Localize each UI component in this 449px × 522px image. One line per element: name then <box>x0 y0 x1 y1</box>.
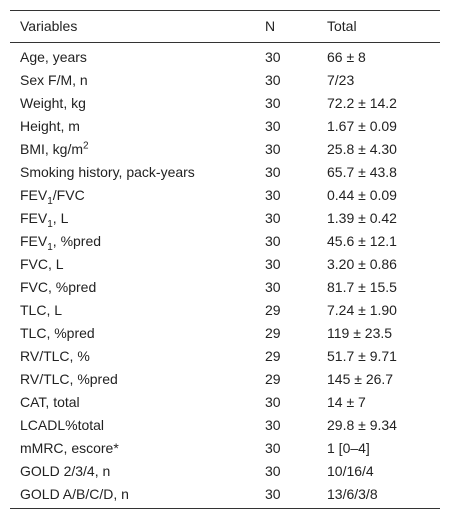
row-label: CAT, total <box>20 391 80 414</box>
subscript: 1 <box>47 195 53 207</box>
row-label: FEV1, L <box>20 207 68 230</box>
top-rule <box>10 10 440 11</box>
label-text: BMI, kg/m <box>20 141 84 157</box>
n-cell: 30 <box>265 486 281 502</box>
label-text: /FVC <box>52 187 85 203</box>
label-text: TLC, L <box>20 302 63 318</box>
bottom-rule <box>10 508 440 509</box>
label-text: FEV <box>20 233 48 249</box>
total-cell: 13/6/3/8 <box>327 486 378 502</box>
n-cell: 29 <box>265 348 281 364</box>
total-cell: 81.7 ± 15.5 <box>327 279 397 295</box>
n-cell: 30 <box>265 210 281 226</box>
row-label: FEV1, %pred <box>20 230 101 253</box>
label-text: CAT, total <box>20 394 80 410</box>
n-cell: 30 <box>265 141 281 157</box>
row-label: FVC, L <box>20 253 64 276</box>
label-text: TLC, %pred <box>20 325 95 341</box>
total-cell: 29.8 ± 9.34 <box>327 417 397 433</box>
header-rule <box>10 42 440 43</box>
n-cell: 30 <box>265 164 281 180</box>
row-label: RV/TLC, %pred <box>20 368 118 391</box>
label-text: Sex F/M, n <box>20 72 88 88</box>
n-cell: 30 <box>265 394 281 410</box>
n-cell: 30 <box>265 187 281 203</box>
row-label: FEV1/FVC <box>20 184 85 207</box>
label-text: GOLD A/B/C/D, n <box>20 486 129 502</box>
n-cell: 30 <box>265 118 281 134</box>
row-label: RV/TLC, % <box>20 345 90 368</box>
n-cell: 29 <box>265 371 281 387</box>
row-label: Sex F/M, n <box>20 69 88 92</box>
label-text: Weight, kg <box>20 95 86 111</box>
row-label: Weight, kg <box>20 92 86 115</box>
total-cell: 1 [0–4] <box>327 440 370 456</box>
label-text: Age, years <box>20 49 87 65</box>
n-cell: 29 <box>265 325 281 341</box>
row-label: LCADL%total <box>20 414 104 437</box>
n-cell: 30 <box>265 95 281 111</box>
subscript: 1 <box>47 241 53 253</box>
n-cell: 30 <box>265 463 281 479</box>
total-cell: 14 ± 7 <box>327 394 366 410</box>
n-cell: 30 <box>265 417 281 433</box>
n-cell: 30 <box>265 256 281 272</box>
header-cell: Total <box>327 18 357 34</box>
label-text: FVC, %pred <box>20 279 97 295</box>
row-label: mMRC, escore* <box>20 437 119 460</box>
header-cell: N <box>265 18 276 34</box>
total-cell: 0.44 ± 0.09 <box>327 187 397 203</box>
total-cell: 66 ± 8 <box>327 49 366 65</box>
total-cell: 45.6 ± 12.1 <box>327 233 397 249</box>
total-cell: 10/16/4 <box>327 463 374 479</box>
label-text: mMRC, escore* <box>20 440 119 456</box>
row-label: Height, m <box>20 115 80 138</box>
row-label: Age, years <box>20 46 87 69</box>
total-cell: 1.67 ± 0.09 <box>327 118 397 134</box>
label-text: , L <box>52 210 69 226</box>
total-cell: 145 ± 26.7 <box>327 371 394 387</box>
n-cell: 30 <box>265 233 281 249</box>
total-cell: 65.7 ± 43.8 <box>327 164 397 180</box>
n-cell: 30 <box>265 49 281 65</box>
row-label: Smoking history, pack-years <box>20 161 195 184</box>
label-text: FVC, L <box>20 256 64 272</box>
label-text: RV/TLC, % <box>20 348 90 364</box>
total-cell: 119 ± 23.5 <box>327 325 393 341</box>
row-label: GOLD A/B/C/D, n <box>20 483 129 506</box>
label-text: Smoking history, pack-years <box>20 164 195 180</box>
header-cell: Variables <box>20 18 78 34</box>
n-cell: 30 <box>265 279 281 295</box>
total-cell: 3.20 ± 0.86 <box>327 256 397 272</box>
n-cell: 30 <box>265 72 281 88</box>
total-cell: 72.2 ± 14.2 <box>327 95 397 111</box>
total-cell: 25.8 ± 4.30 <box>327 141 397 157</box>
label-text: GOLD 2/3/4, n <box>20 463 111 479</box>
row-label: TLC, L <box>20 299 62 322</box>
superscript: 2 <box>83 140 89 152</box>
n-cell: 29 <box>265 302 281 318</box>
total-cell: 1.39 ± 0.42 <box>327 210 397 226</box>
total-cell: 7.24 ± 1.90 <box>327 302 397 318</box>
label-text: LCADL%total <box>20 417 105 433</box>
total-cell: 7/23 <box>327 72 355 88</box>
row-label: GOLD 2/3/4, n <box>20 460 110 483</box>
label-text: Height, m <box>20 118 80 134</box>
row-label: TLC, %pred <box>20 322 95 345</box>
n-cell: 30 <box>265 440 281 456</box>
row-label: BMI, kg/m2 <box>20 138 89 161</box>
label-text: , %pred <box>52 233 102 249</box>
label-text: FEV <box>20 187 48 203</box>
label-text: FEV <box>20 210 48 226</box>
subscript: 1 <box>47 218 53 230</box>
label-text: RV/TLC, %pred <box>20 371 118 387</box>
total-cell: 51.7 ± 9.71 <box>327 348 397 364</box>
row-label: FVC, %pred <box>20 276 96 299</box>
